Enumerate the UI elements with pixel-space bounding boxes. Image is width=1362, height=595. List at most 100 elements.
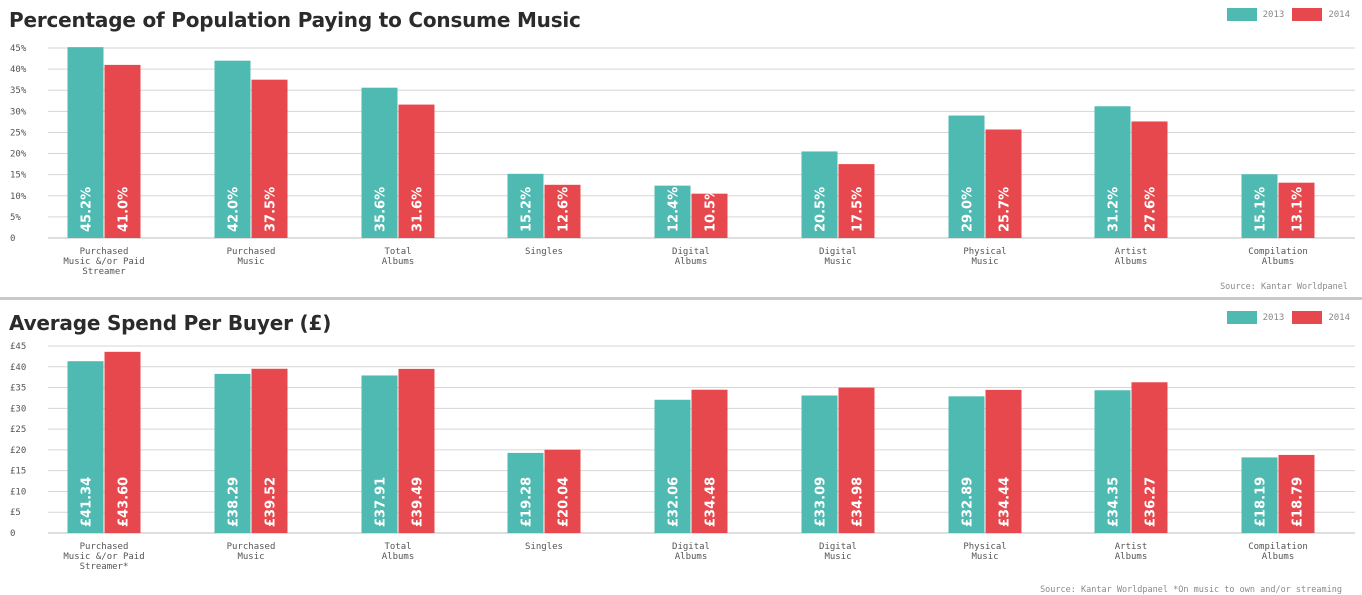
y-tick-label: 40% [10, 65, 27, 75]
bar-value-label: £34.35 [1107, 477, 1122, 527]
bar-value-label: 15.2% [520, 187, 535, 232]
y-tick-label: 0 [10, 234, 15, 244]
bar-2013-1 [214, 60, 251, 238]
bar-value-label: £33.09 [814, 477, 829, 527]
bar-value-label: 15.1% [1254, 187, 1269, 232]
x-tick-label: Albums [382, 552, 415, 562]
bar-value-label: 37.5% [264, 187, 279, 232]
x-tick-label: Purchased [80, 247, 129, 257]
x-tick-label: Singles [525, 247, 563, 257]
x-tick-label: Albums [1262, 552, 1295, 562]
bar-value-label: £39.52 [264, 477, 279, 527]
y-tick-label: 20% [10, 150, 27, 160]
legend-item-2014: 2014 [1292, 311, 1350, 324]
y-tick-label: £20 [10, 446, 26, 456]
x-tick-label: Streamer [82, 267, 126, 277]
bar-value-label: 10.5% [704, 187, 719, 232]
bar-2014-7 [1131, 121, 1168, 238]
bar-value-label: 25.7% [998, 187, 1013, 232]
bar-value-label: 31.2% [1107, 187, 1122, 232]
bar-2014-4 [691, 389, 728, 533]
legend-label-2013: 2013 [1262, 9, 1285, 20]
chart-legend: 2013 2014 [1226, 311, 1350, 324]
bar-value-label: £32.06 [667, 477, 682, 527]
y-tick-label: 35% [10, 86, 27, 96]
bar-2013-3 [507, 173, 544, 238]
x-tick-label: Purchased [80, 542, 129, 552]
legend-swatch-2014 [1292, 8, 1323, 21]
y-tick-label: £25 [10, 425, 26, 435]
bar-chart-population-paying: 0 5% 10% 15% 20% 25% 30% 35% 40% 45% 45.2% 42.0% 35.… [10, 44, 1355, 277]
y-tick-label: £5 [10, 508, 21, 518]
bar-2014-5 [838, 164, 875, 238]
source-note: Source: Kantar Worldpanel *On music to o… [1040, 585, 1342, 595]
y-tick-label: 5% [10, 213, 21, 223]
bar-value-label: £18.19 [1254, 477, 1269, 527]
y-tick-label: £35 [10, 384, 26, 394]
bar-2013-5 [801, 151, 838, 238]
bar-value-label: £36.27 [1144, 477, 1159, 527]
bar-value-label: £37.91 [374, 477, 389, 527]
x-tick-label: Music [824, 552, 851, 562]
bar-value-label: £38.29 [227, 477, 242, 527]
bar-2014-2 [398, 368, 435, 533]
x-tick-label: Purchased [227, 247, 276, 257]
legend-swatch-2013 [1226, 8, 1257, 21]
bar-value-label: 42.0% [227, 187, 242, 232]
x-tick-label: Albums [1115, 257, 1148, 267]
bar-2013-4 [654, 399, 691, 533]
bar-2013-6 [948, 115, 985, 238]
legend-item-2013: 2013 [1226, 8, 1285, 21]
bar-value-label: 35.6% [374, 187, 389, 232]
bar-2014-5 [838, 387, 875, 533]
bar-value-label: 41.0% [117, 187, 132, 232]
bar-2014-0 [104, 64, 141, 238]
x-tick-label: Compilation [1248, 247, 1308, 257]
x-tick-label: Music [971, 552, 998, 562]
y-tick-label: £45 [10, 342, 26, 352]
bar-2014-0 [104, 351, 141, 533]
bar-chart-average-spend: 0 £5 £10 £15 £20 £25 £30 £35 £40 £45 £41.34 £38.29 £… [10, 342, 1355, 572]
bar-2013-7 [1094, 106, 1131, 239]
bar-value-label: 29.0% [961, 187, 976, 232]
bar-value-label: £18.79 [1291, 477, 1306, 527]
y-tick-label: £15 [10, 467, 26, 477]
bar-value-label: 17.5% [851, 187, 866, 232]
x-tick-label: Albums [675, 552, 708, 562]
source-note: Source: Kantar Worldpanel [1220, 282, 1348, 292]
bar-value-label: 13.1% [1291, 187, 1306, 232]
bar-value-label: 20.5% [814, 187, 829, 232]
bar-2013-4 [654, 185, 691, 238]
bar-2013-5 [801, 395, 838, 533]
x-tick-label: Streamer* [80, 562, 129, 572]
x-tick-label: Music &/or Paid [63, 257, 144, 267]
x-tick-label: Digital [672, 247, 710, 257]
x-tick-label: Music [824, 257, 851, 267]
bar-value-label: 27.6% [1144, 187, 1159, 232]
bar-2014-3 [544, 449, 581, 533]
bar-2013-0 [67, 47, 104, 239]
bar-2013-0 [67, 361, 104, 533]
x-tick-label: Albums [1115, 552, 1148, 562]
bar-value-label: £41.34 [80, 477, 95, 527]
bar-2013-3 [507, 452, 544, 533]
x-tick-label: Physical [963, 247, 1006, 257]
bar-2014-4 [691, 193, 728, 238]
bar-value-label: £20.04 [557, 477, 572, 527]
bar-2014-2 [398, 104, 435, 238]
bar-value-label: 31.6% [411, 187, 426, 232]
x-tick-label: Physical [963, 542, 1006, 552]
bar-2014-8 [1278, 454, 1315, 533]
y-tick-label: 15% [10, 171, 27, 181]
bar-value-label: 12.4% [667, 187, 682, 232]
y-tick-label: 10% [10, 192, 27, 202]
x-tick-label: Total [384, 542, 411, 552]
chart-panel-average-spend: Average Spend Per Buyer (£) 2013 2014 0 £… [0, 303, 1362, 595]
x-tick-label: Total [384, 247, 411, 257]
bar-value-label: £32.89 [961, 477, 976, 527]
bar-value-label: 45.2% [80, 187, 95, 232]
x-tick-label: Artist [1115, 542, 1148, 552]
legend-swatch-2013 [1226, 311, 1257, 324]
bar-2014-7 [1131, 382, 1168, 533]
x-tick-label: Digital [819, 247, 857, 257]
